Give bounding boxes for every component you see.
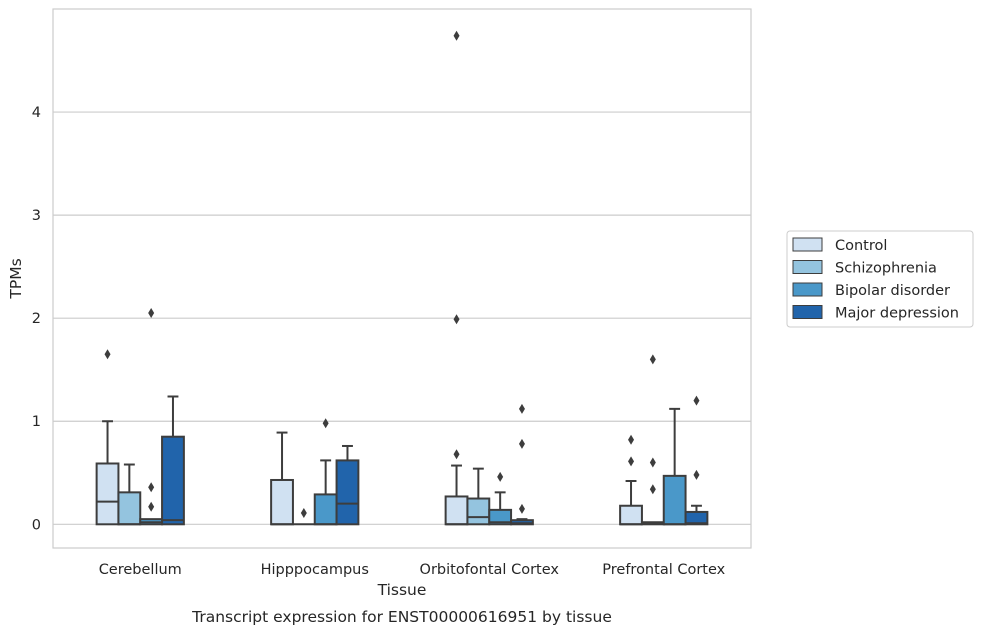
outlier-point <box>300 507 307 518</box>
y-tick-labels: 0 1 2 3 4 <box>32 105 41 533</box>
box <box>488 508 513 526</box>
box-group <box>117 463 142 526</box>
box <box>444 495 469 526</box>
box-group <box>335 444 360 526</box>
y-tick-label: 3 <box>32 208 41 224</box>
box <box>335 459 360 526</box>
legend-entry: Control <box>835 238 887 254</box>
box-group <box>466 467 491 526</box>
outlier-point <box>649 457 656 468</box>
outlier-point <box>628 434 635 445</box>
legend-swatch <box>792 282 823 297</box>
box-group <box>292 507 315 526</box>
gridlines <box>53 111 751 525</box>
box <box>466 497 491 526</box>
outlier-point <box>649 484 656 495</box>
outlier-point <box>518 438 525 449</box>
box <box>684 510 709 526</box>
x-tick-label: Hipppocampus <box>261 562 369 578</box>
y-tick-label: 2 <box>32 311 41 327</box>
x-tick-label: Cerebellum <box>99 562 182 578</box>
outlier-point <box>148 501 155 512</box>
legend-swatch <box>792 260 823 274</box>
y-tick-label: 0 <box>32 517 41 533</box>
box <box>662 474 687 526</box>
outlier-point <box>628 456 635 467</box>
legend-swatch <box>792 305 823 319</box>
box <box>270 478 294 526</box>
box-group <box>270 431 294 526</box>
y-axis-label: TPMs <box>7 258 25 299</box>
boxes <box>95 30 709 526</box>
outlier-point <box>693 469 700 480</box>
box-group <box>95 349 120 526</box>
outlier-point <box>518 403 525 414</box>
y-tick-label: 1 <box>32 414 41 430</box>
legend: Control Schizophrenia Bipolar disorder Majo… <box>786 230 974 328</box>
box <box>95 462 120 526</box>
outlier-point <box>453 449 460 460</box>
legend-entry: Bipolar disorder <box>835 283 950 299</box>
box-group <box>161 395 185 526</box>
outlier-point <box>453 314 460 325</box>
outlier-point <box>518 503 525 514</box>
outlier-point <box>148 308 155 319</box>
legend-swatch <box>792 237 823 252</box>
outlier-point <box>649 354 656 365</box>
box <box>161 435 185 526</box>
box-group <box>139 308 164 526</box>
box-group <box>444 30 469 526</box>
box <box>313 493 338 526</box>
outlier-point <box>322 418 329 429</box>
outlier-point <box>453 30 460 41</box>
legend-frame <box>786 230 974 328</box>
legend-items: Control Schizophrenia Bipolar disorder Majo… <box>792 237 959 322</box>
box-group <box>313 418 338 526</box>
legend-entry: Schizophrenia <box>835 261 937 277</box>
plot-frame <box>52 8 752 549</box>
box-group <box>640 354 665 526</box>
box <box>619 504 643 526</box>
legend-entry: Major depression <box>835 306 959 322</box>
outlier-point <box>104 349 111 360</box>
box <box>117 491 142 526</box>
chart-caption: Transcript expression for ENST0000061695… <box>191 608 612 626</box>
x-tick-label: Orbitofontal Cortex <box>420 562 560 578</box>
x-axis-label: Tissue <box>377 581 427 599</box>
box-group <box>510 403 534 526</box>
outlier-point <box>148 482 155 493</box>
outlier-point <box>497 471 504 482</box>
box-group <box>619 434 643 526</box>
x-tick-label: Prefrontal Cortex <box>602 562 725 578</box>
box-group <box>662 407 687 526</box>
x-tick-labels: Cerebellum Hipppocampus Orbitofontal Corte… <box>99 562 726 578</box>
box-group <box>684 395 709 526</box>
outlier-point <box>693 395 700 406</box>
box <box>510 519 534 526</box>
y-tick-label: 4 <box>32 105 41 121</box>
box-group <box>488 471 513 526</box>
